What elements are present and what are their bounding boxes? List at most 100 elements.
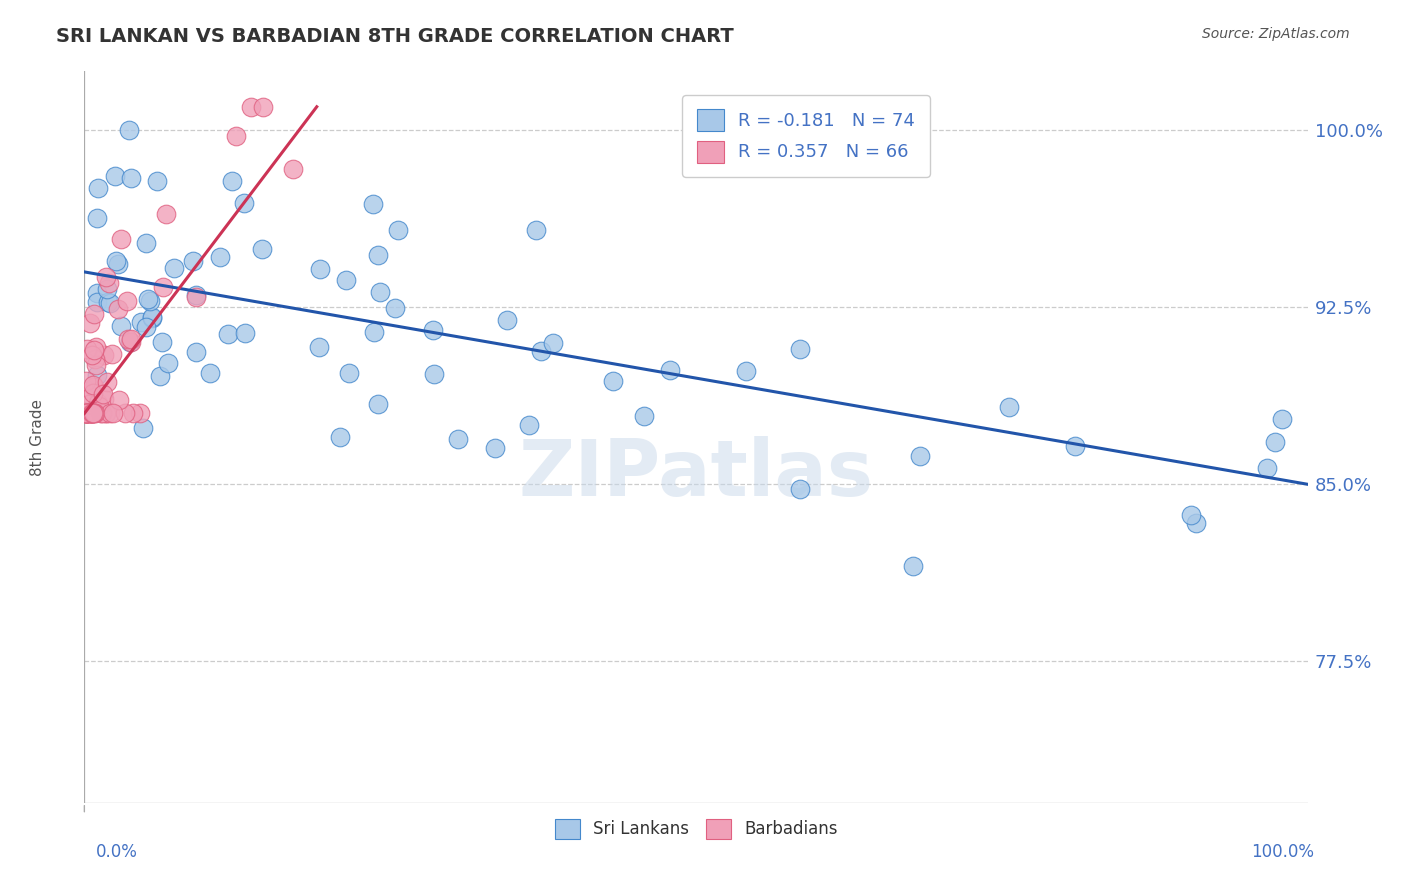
Point bbox=[82, 407, 104, 421]
Point bbox=[83, 343, 105, 357]
Point bbox=[368, 285, 391, 300]
Point bbox=[543, 335, 565, 350]
Point bbox=[84, 351, 107, 366]
Point bbox=[150, 334, 173, 349]
Point bbox=[384, 301, 406, 315]
Point bbox=[97, 295, 120, 310]
Point bbox=[114, 407, 136, 421]
Point bbox=[120, 334, 142, 349]
Point bbox=[524, 223, 547, 237]
Point bbox=[91, 407, 114, 421]
Point bbox=[83, 407, 105, 421]
Point bbox=[181, 254, 204, 268]
Point bbox=[308, 262, 330, 277]
Point bbox=[108, 392, 131, 407]
Point bbox=[184, 288, 207, 302]
Point bbox=[447, 432, 470, 446]
Text: 8th Grade: 8th Grade bbox=[31, 399, 45, 475]
Text: 100.0%: 100.0% bbox=[1251, 843, 1315, 861]
Legend: Sri Lankans, Barbadians: Sri Lankans, Barbadians bbox=[548, 812, 844, 846]
Point bbox=[94, 407, 117, 421]
Point bbox=[75, 407, 97, 421]
Point bbox=[76, 407, 98, 421]
Point bbox=[75, 407, 97, 421]
Point bbox=[84, 340, 107, 354]
Point bbox=[281, 161, 304, 176]
Point bbox=[118, 123, 141, 137]
Point bbox=[155, 207, 177, 221]
Point bbox=[104, 169, 127, 183]
Point bbox=[87, 399, 110, 413]
Point bbox=[103, 407, 125, 421]
Point bbox=[156, 356, 179, 370]
Point bbox=[76, 407, 98, 421]
Point bbox=[93, 348, 115, 362]
Point bbox=[789, 342, 811, 356]
Point bbox=[530, 344, 553, 359]
Point bbox=[79, 316, 101, 330]
Point bbox=[789, 483, 811, 497]
Point bbox=[96, 375, 118, 389]
Point bbox=[96, 281, 118, 295]
Point bbox=[139, 293, 162, 308]
Point bbox=[149, 369, 172, 384]
Point bbox=[84, 358, 107, 372]
Point bbox=[80, 407, 103, 421]
Point bbox=[198, 366, 221, 380]
Point bbox=[308, 340, 330, 354]
Point bbox=[84, 407, 107, 421]
Point bbox=[146, 174, 169, 188]
Point bbox=[86, 286, 108, 301]
Point bbox=[87, 181, 110, 195]
Point bbox=[98, 407, 121, 421]
Point bbox=[110, 232, 132, 246]
Point bbox=[98, 296, 121, 310]
Point bbox=[1185, 516, 1208, 531]
Point bbox=[997, 401, 1019, 415]
Point bbox=[129, 407, 152, 421]
Point bbox=[120, 332, 142, 346]
Point bbox=[93, 392, 115, 407]
Point bbox=[82, 348, 104, 362]
Point bbox=[496, 313, 519, 327]
Point bbox=[1063, 439, 1085, 453]
Point bbox=[422, 324, 444, 338]
Point bbox=[77, 397, 100, 411]
Point bbox=[129, 316, 152, 330]
Point bbox=[152, 280, 174, 294]
Point bbox=[367, 397, 389, 411]
Point bbox=[77, 386, 100, 401]
Point bbox=[101, 347, 124, 361]
Point bbox=[104, 254, 127, 268]
Point bbox=[329, 430, 352, 444]
Point bbox=[135, 319, 157, 334]
Point bbox=[118, 335, 141, 350]
Point bbox=[163, 260, 186, 275]
Point bbox=[82, 378, 104, 392]
Point bbox=[80, 407, 103, 421]
Point bbox=[75, 407, 97, 421]
Point bbox=[910, 449, 932, 463]
Point bbox=[141, 311, 163, 326]
Point bbox=[1271, 412, 1294, 426]
Point bbox=[87, 396, 110, 410]
Text: 0.0%: 0.0% bbox=[96, 843, 138, 861]
Point bbox=[335, 273, 357, 287]
Point bbox=[120, 171, 142, 186]
Point bbox=[107, 257, 129, 271]
Point bbox=[209, 250, 232, 264]
Point bbox=[658, 362, 681, 376]
Point bbox=[517, 417, 540, 432]
Point bbox=[76, 407, 98, 421]
Point bbox=[239, 100, 262, 114]
Point bbox=[115, 293, 138, 308]
Point bbox=[1264, 435, 1286, 450]
Point bbox=[903, 559, 925, 574]
Point bbox=[484, 441, 506, 455]
Point bbox=[80, 407, 103, 421]
Text: ZIPatlas: ZIPatlas bbox=[519, 435, 873, 512]
Point bbox=[86, 368, 108, 382]
Point bbox=[186, 290, 208, 304]
Point bbox=[337, 366, 360, 380]
Point bbox=[232, 195, 254, 210]
